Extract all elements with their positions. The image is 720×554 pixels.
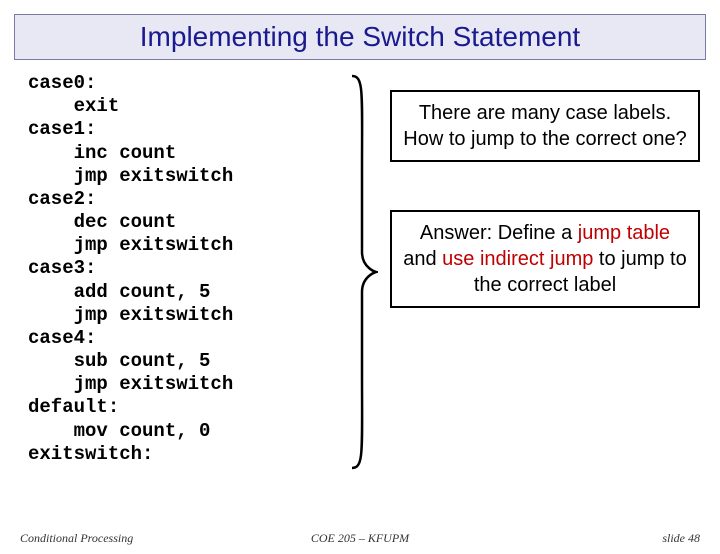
right-column: There are many case labels. How to jump …: [378, 72, 700, 466]
answer-box: Answer: Define a jump table and use indi…: [390, 210, 700, 308]
content-area: case0: exit case1: inc count jmp exitswi…: [0, 68, 720, 466]
footer-right: slide 48: [662, 531, 700, 546]
question-text: There are many case labels. How to jump …: [403, 102, 686, 150]
answer-red1: jump table: [578, 222, 670, 244]
footer-center: COE 205 – KFUPM: [311, 531, 409, 546]
question-box: There are many case labels. How to jump …: [390, 90, 700, 162]
title-box: Implementing the Switch Statement: [14, 14, 706, 60]
footer-left: Conditional Processing: [20, 531, 133, 546]
answer-red2: use indirect jump: [442, 248, 593, 270]
footer: Conditional Processing COE 205 – KFUPM s…: [0, 531, 720, 546]
answer-prefix: Answer: Define a: [420, 222, 578, 244]
code-block: case0: exit case1: inc count jmp exitswi…: [28, 72, 348, 466]
curly-brace-icon: [348, 72, 378, 472]
answer-mid: and: [403, 248, 442, 270]
brace-column: [348, 72, 378, 466]
page-title: Implementing the Switch Statement: [25, 21, 695, 53]
